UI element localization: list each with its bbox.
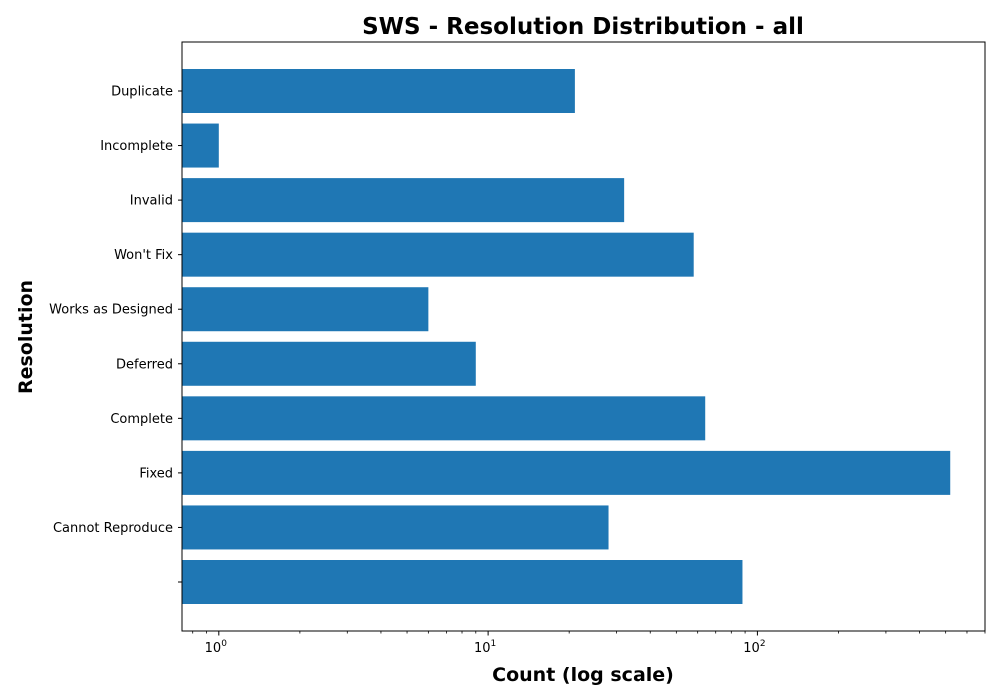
y-tick-label: Won't Fix [114,248,173,263]
y-axis-label: Resolution [15,280,37,394]
bar [182,287,429,332]
bar [182,396,706,441]
bar [182,123,219,168]
x-tick-label: 100 [205,639,228,656]
y-tick-label: Incomplete [100,139,173,154]
plot-frame [181,41,986,632]
bar [182,341,476,386]
chart-title: SWS - Resolution Distribution - all [362,14,804,40]
bar [182,450,951,495]
y-tick-label: Fixed [139,466,173,481]
y-tick-label: Cannot Reproduce [53,521,173,536]
y-tick-label: Works as Designed [49,303,173,318]
bar [182,178,625,223]
y-tick-label: Duplicate [111,85,173,100]
y-axis-ticks: Duplicate Incomplete Invalid Won't Fix Works… [49,85,182,583]
x-axis-label: Count (log scale) [492,664,674,686]
x-axis-ticks: 100 101 102 [192,631,986,656]
bars-group [182,69,951,604]
bar [182,560,743,604]
x-tick-label: 102 [743,639,765,656]
bar [182,505,609,550]
bar [182,232,694,277]
y-tick-label: Deferred [116,357,173,372]
y-tick-label: Invalid [130,194,173,209]
x-tick-label: 101 [474,639,496,656]
bar [182,69,575,113]
y-tick-label: Complete [110,412,173,427]
